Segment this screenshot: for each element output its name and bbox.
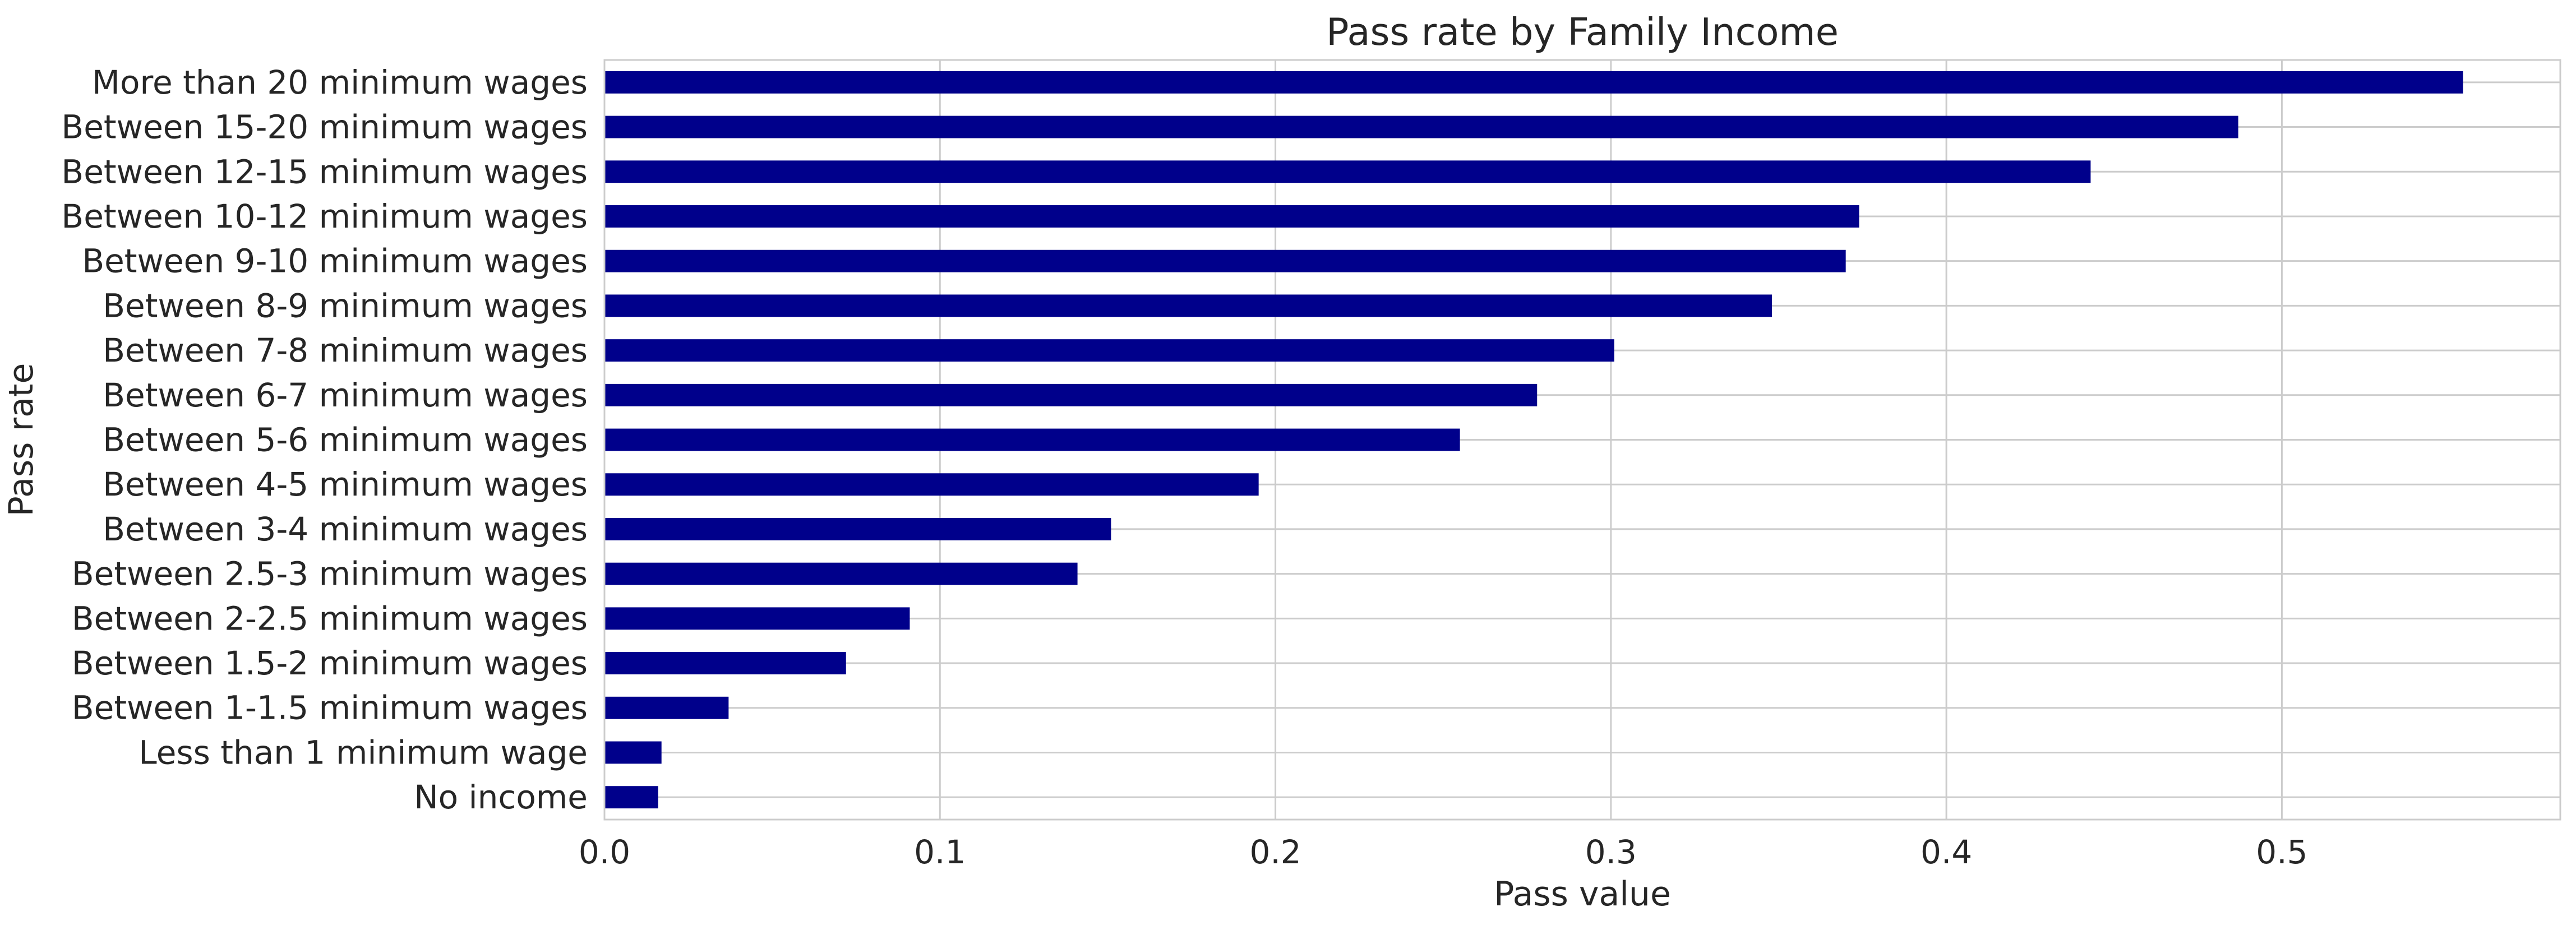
bar: [604, 71, 2463, 94]
bar: [604, 383, 1538, 406]
bars: [604, 71, 2463, 809]
bar: [604, 517, 1111, 540]
category-labels: No income Less than 1 minimum wage Between…: [61, 63, 588, 816]
x-tick-label: 0.0: [579, 833, 630, 871]
plot-frame: [603, 59, 2561, 821]
category-label: Between 15-20 minimum wages: [61, 108, 588, 146]
category-label: Between 1.5-2 minimum wages: [72, 644, 588, 682]
category-label: No income: [414, 778, 588, 816]
category-label: More than 20 minimum wages: [92, 63, 588, 101]
bar: [604, 696, 729, 719]
category-label: Between 8-9 minimum wages: [103, 286, 588, 325]
bar: [604, 249, 1846, 272]
category-label: Between 7-8 minimum wages: [103, 331, 588, 369]
bar: [604, 205, 1859, 228]
bar: [604, 294, 1772, 317]
x-tick-label: 0.4: [1921, 833, 1972, 871]
x-tick-label: 0.2: [1249, 833, 1301, 871]
x-tick-label: 0.5: [2256, 833, 2307, 871]
bar: [604, 160, 2091, 183]
category-label: Between 10-12 minimum wages: [61, 197, 588, 235]
category-label: Between 6-7 minimum wages: [103, 376, 588, 414]
category-label: Between 2.5-3 minimum wages: [72, 555, 588, 593]
bar: [604, 115, 2238, 138]
bar: [604, 428, 1460, 451]
category-label: Between 1-1.5 minimum wages: [72, 689, 588, 727]
bar: [604, 473, 1259, 496]
x-tick-labels: 0.0 0.1 0.2 0.3 0.4 0.5: [579, 833, 2308, 871]
bar: [604, 562, 1078, 585]
x-tick-label: 0.3: [1585, 833, 1637, 871]
bar: [604, 339, 1614, 362]
x-axis-title: Pass value: [1494, 875, 1671, 914]
y-axis-title: Pass rate: [2, 363, 41, 517]
category-label: Between 12-15 minimum wages: [61, 152, 588, 191]
category-label: Between 4-5 minimum wages: [103, 465, 588, 503]
bar: [604, 741, 662, 764]
bar: [604, 607, 910, 630]
category-label: Between 2-2.5 minimum wages: [72, 599, 588, 637]
bar: [604, 786, 658, 809]
category-label: Less than 1 minimum wage: [139, 733, 588, 771]
category-label: Between 5-6 minimum wages: [103, 421, 588, 459]
category-label: Between 9-10 minimum wages: [82, 242, 588, 280]
x-tick-label: 0.1: [914, 833, 966, 871]
chart-title: Pass rate by Family Income: [1326, 10, 1839, 54]
category-label: Between 3-4 minimum wages: [103, 510, 588, 548]
bar: [604, 652, 846, 674]
